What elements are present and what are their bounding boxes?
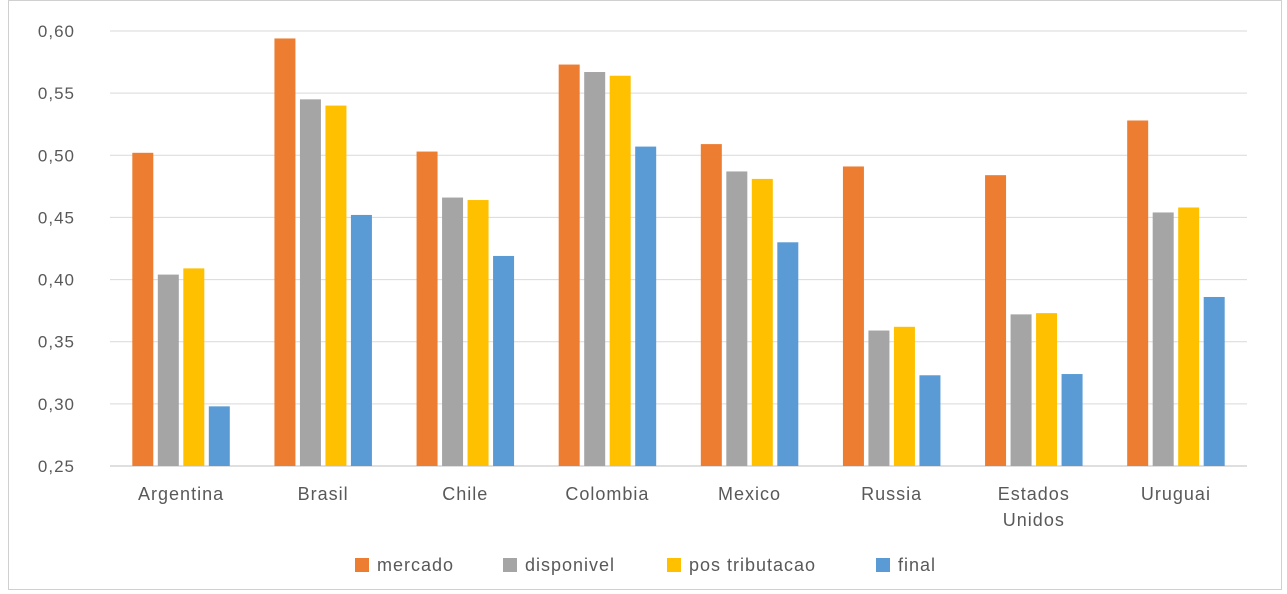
- legend-label: mercado: [377, 555, 454, 575]
- bar-mercado: [558, 64, 580, 467]
- legend-label: disponivel: [525, 555, 615, 575]
- bar-pos-tributacao: [893, 326, 915, 466]
- legend-swatch: [355, 558, 369, 572]
- bar-mercado: [416, 151, 438, 467]
- y-tick-label: 0,35: [38, 333, 75, 352]
- legend-swatch: [876, 558, 890, 572]
- x-tick-label: Uruguai: [1141, 484, 1211, 504]
- bar-final: [1061, 374, 1083, 466]
- bar-pos-tributacao: [183, 268, 205, 466]
- y-tick-label: 0,30: [38, 395, 75, 414]
- x-tick-label: Mexico: [718, 484, 781, 504]
- x-tick-label: Russia: [861, 484, 922, 504]
- bar-pos-tributacao: [467, 200, 489, 466]
- legend-label: final: [898, 555, 936, 575]
- bar-final: [350, 214, 372, 466]
- x-tick-label: Unidos: [1003, 510, 1065, 530]
- bar-pos-tributacao: [325, 105, 347, 467]
- bar-disponivel: [1152, 212, 1174, 466]
- x-tick-label: Chile: [442, 484, 488, 504]
- bar-final: [635, 146, 657, 467]
- x-tick-label: Argentina: [138, 484, 224, 504]
- bar-pos-tributacao: [609, 75, 631, 466]
- x-tick-label: Colombia: [565, 484, 649, 504]
- bar-final: [919, 375, 941, 466]
- y-tick-label: 0,55: [38, 84, 75, 103]
- bar-disponivel: [157, 274, 179, 466]
- legend-label: pos tributacao: [689, 555, 816, 575]
- legend-swatch: [667, 558, 681, 572]
- bar-disponivel: [299, 99, 321, 466]
- y-tick-label: 0,40: [38, 271, 75, 290]
- bar-pos-tributacao: [1178, 207, 1200, 466]
- x-tick-label: Estados: [998, 484, 1070, 504]
- bar-mercado: [274, 38, 296, 466]
- bar-mercado: [132, 152, 154, 467]
- bar-mercado: [842, 166, 864, 466]
- bar-final: [1203, 296, 1225, 466]
- bar-final: [777, 242, 799, 466]
- bar-mercado: [1127, 120, 1149, 466]
- bar-pos-tributacao: [1036, 313, 1058, 466]
- bar-disponivel: [1010, 314, 1032, 466]
- y-tick-label: 0,45: [38, 208, 75, 227]
- y-tick-label: 0,50: [38, 146, 75, 165]
- y-tick-label: 0,60: [38, 22, 75, 41]
- y-tick-label: 0,25: [38, 457, 75, 476]
- bar-disponivel: [584, 72, 606, 466]
- bar-disponivel: [442, 197, 464, 467]
- bar-mercado: [700, 144, 722, 466]
- bar-disponivel: [726, 171, 748, 466]
- bar-final: [208, 406, 230, 466]
- bar-mercado: [985, 175, 1007, 466]
- legend-swatch: [503, 558, 517, 572]
- bar-pos-tributacao: [751, 178, 773, 466]
- bar-final: [493, 255, 515, 466]
- bar-disponivel: [868, 330, 890, 466]
- x-tick-label: Brasil: [298, 484, 349, 504]
